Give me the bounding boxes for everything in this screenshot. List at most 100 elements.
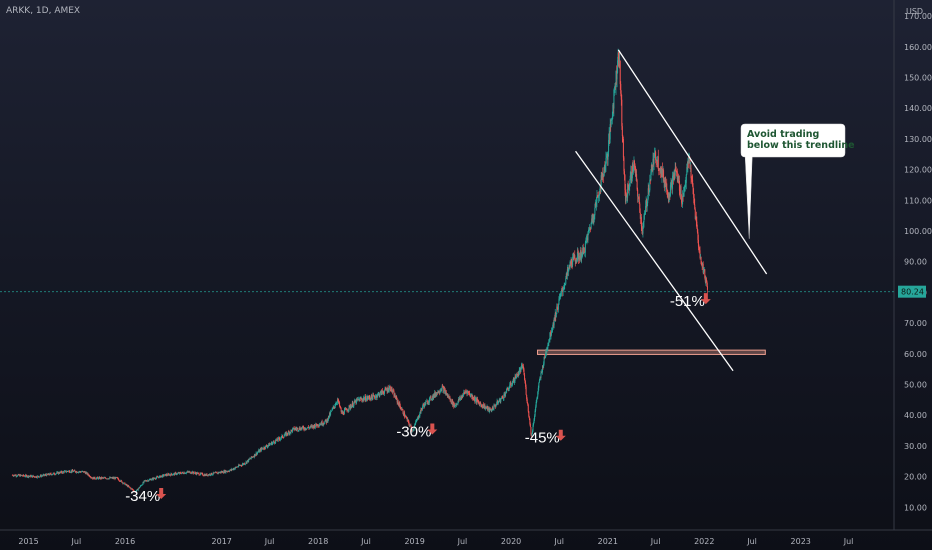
candle (151, 477, 153, 479)
candle-body (312, 425, 314, 427)
candle-body (390, 387, 392, 392)
candle-body (268, 443, 270, 446)
candle-body (145, 480, 147, 482)
candle (149, 478, 151, 480)
candle (282, 436, 284, 439)
candle (518, 371, 520, 377)
candle (616, 65, 618, 85)
candle (267, 444, 269, 449)
candle-body (140, 485, 142, 487)
candle (376, 395, 378, 401)
candle (434, 390, 436, 398)
candle-body (128, 486, 130, 488)
candle-body (705, 278, 707, 282)
candle-body (77, 471, 79, 473)
candle (399, 404, 401, 410)
candle-body (352, 405, 354, 407)
candle (449, 396, 451, 399)
candle (26, 475, 28, 478)
candle-body (227, 471, 229, 472)
candle (388, 388, 390, 393)
candle-body (202, 475, 204, 476)
trendline[interactable] (575, 150, 734, 372)
candle-body (281, 435, 283, 437)
candle (25, 474, 27, 477)
candle (132, 489, 134, 492)
candle-body (491, 410, 493, 412)
candle-body (518, 369, 520, 375)
candle (699, 246, 701, 260)
candle-body (296, 428, 298, 430)
candle (216, 472, 218, 475)
candle (75, 471, 77, 474)
candle-body (208, 474, 210, 476)
candle (587, 230, 589, 243)
candle-body (94, 478, 96, 480)
candle (30, 474, 32, 478)
candle-body (576, 260, 578, 263)
candle (203, 475, 205, 477)
candle-body (40, 475, 42, 477)
candle-body (95, 478, 97, 480)
candle (314, 426, 316, 430)
candle-body (331, 408, 333, 411)
candle (444, 388, 446, 395)
candle (620, 90, 622, 106)
support-zone[interactable] (537, 349, 766, 355)
candle (258, 448, 260, 453)
drawdown-label: -45% (525, 430, 560, 447)
candle (281, 435, 283, 439)
candle (12, 474, 14, 477)
candle-body (109, 477, 111, 479)
candle-body (702, 264, 704, 273)
candle-body (469, 393, 471, 395)
candle-body (452, 400, 454, 406)
candle (197, 472, 199, 474)
candle-body (422, 404, 424, 407)
candle (659, 166, 661, 179)
current-price-badge-bg (898, 285, 926, 298)
candle (626, 189, 628, 202)
candle (134, 490, 136, 492)
candle (24, 475, 26, 477)
candle (30, 474, 32, 478)
candle-body (341, 411, 343, 413)
trendline[interactable] (617, 49, 768, 275)
candle (556, 303, 558, 312)
candle (79, 470, 81, 473)
candle (373, 395, 375, 399)
candle-body (82, 471, 84, 472)
candle (370, 394, 372, 402)
candle (169, 474, 171, 476)
candle (22, 474, 24, 477)
candle-body (192, 471, 194, 474)
candle-body (626, 195, 628, 197)
candle-body (149, 479, 151, 480)
candle-body (317, 424, 319, 427)
candle-body (555, 312, 557, 318)
candle (69, 470, 71, 473)
candle-body (61, 471, 63, 473)
candle (502, 398, 504, 401)
candle-body (126, 484, 128, 486)
candle-body (75, 471, 77, 473)
candle-body (270, 442, 272, 444)
candle-body (96, 477, 98, 479)
candle-body (447, 396, 449, 397)
candle-body (388, 387, 390, 391)
candle-body (286, 432, 288, 435)
candle (691, 175, 693, 185)
candle-body (531, 433, 533, 436)
candle (399, 400, 401, 409)
callout-shape (740, 123, 846, 239)
candle (460, 394, 462, 400)
candle-body (508, 387, 510, 389)
candle (376, 394, 378, 400)
candle (361, 398, 363, 402)
candle-body (245, 461, 247, 464)
candle-body (145, 480, 147, 482)
candle-body (28, 476, 30, 478)
candle-body (604, 165, 606, 172)
